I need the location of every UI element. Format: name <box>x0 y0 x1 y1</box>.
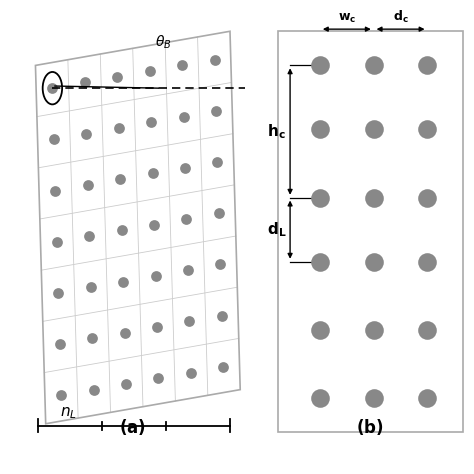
Text: $\mathbf{d_L}$: $\mathbf{d_L}$ <box>266 220 286 239</box>
Point <box>55 289 62 297</box>
Point <box>370 62 377 69</box>
Point <box>182 215 190 223</box>
Text: $\mathbf{d_c}$: $\mathbf{d_c}$ <box>393 9 409 25</box>
Point <box>370 326 377 334</box>
Point <box>115 124 122 132</box>
Point <box>424 326 431 334</box>
Point <box>52 187 59 194</box>
Point <box>53 238 61 246</box>
Point <box>370 258 377 265</box>
Point <box>316 258 324 265</box>
Point <box>82 130 90 137</box>
Point <box>149 170 156 177</box>
Point <box>184 266 191 274</box>
Point <box>424 62 431 69</box>
Text: $\mathbf{h_c}$: $\mathbf{h_c}$ <box>267 122 286 141</box>
Point <box>153 323 161 331</box>
Point <box>113 73 121 81</box>
Point <box>316 126 324 133</box>
Text: $\bf{(a)}$: $\bf{(a)}$ <box>119 417 146 437</box>
Point <box>215 210 223 217</box>
Point <box>146 67 154 75</box>
Point <box>155 374 162 382</box>
Point <box>178 62 186 69</box>
Point <box>219 363 227 371</box>
Point <box>370 394 377 402</box>
Point <box>117 175 124 183</box>
Point <box>49 84 56 92</box>
Point <box>180 113 187 120</box>
Point <box>87 283 94 291</box>
Point <box>218 312 226 319</box>
Point <box>150 221 158 228</box>
Point <box>90 386 97 393</box>
Point <box>214 158 221 166</box>
Point <box>424 258 431 265</box>
Point <box>84 181 91 189</box>
Point <box>85 232 93 240</box>
Point <box>50 136 58 143</box>
Point <box>186 318 193 325</box>
Point <box>424 394 431 402</box>
Text: $\mathbf{w_c}$: $\mathbf{w_c}$ <box>337 12 356 25</box>
Point <box>424 194 431 201</box>
Point <box>424 126 431 133</box>
Point <box>57 392 65 399</box>
Text: $\theta_B$: $\theta_B$ <box>155 33 172 51</box>
Point <box>316 62 324 69</box>
Point <box>212 107 220 115</box>
Point <box>370 126 377 133</box>
Point <box>122 380 130 388</box>
Point <box>81 79 89 86</box>
Point <box>147 118 155 126</box>
Point <box>181 164 189 172</box>
Text: $\bf{(b)}$: $\bf{(b)}$ <box>356 417 383 437</box>
Point <box>187 369 195 376</box>
Text: $n_L$: $n_L$ <box>60 405 77 421</box>
Point <box>316 326 324 334</box>
Point <box>88 335 96 342</box>
Point <box>316 194 324 201</box>
Point <box>119 278 127 285</box>
Point <box>118 227 126 234</box>
Point <box>121 329 128 337</box>
Point <box>56 340 64 348</box>
Point <box>217 261 224 268</box>
Point <box>316 394 324 402</box>
Point <box>211 56 219 64</box>
Point <box>152 272 159 280</box>
Point <box>370 194 377 201</box>
